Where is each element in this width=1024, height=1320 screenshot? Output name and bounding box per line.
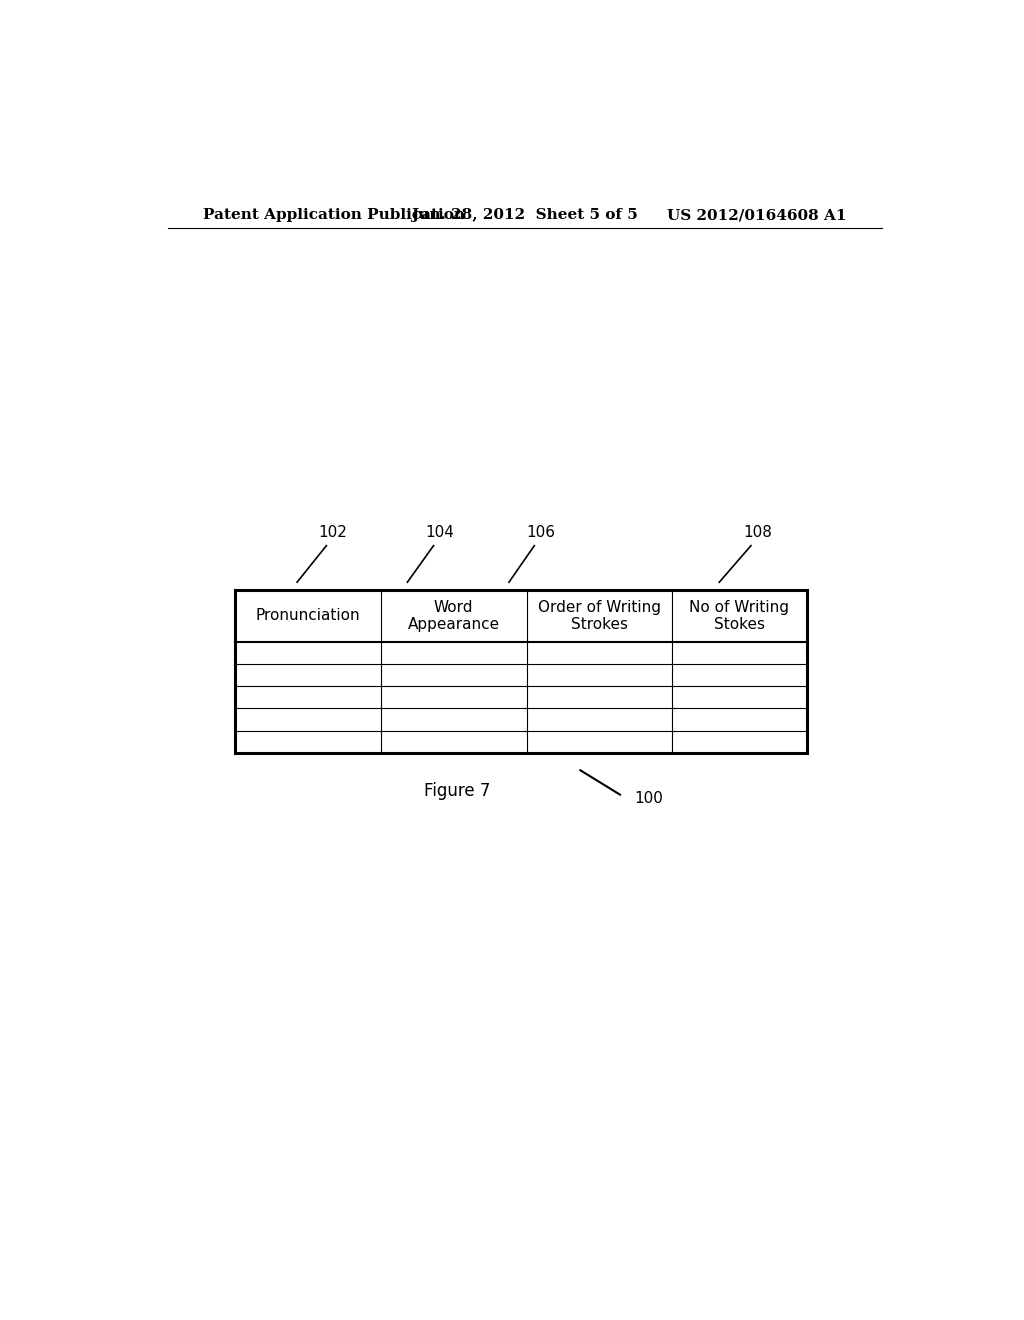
Text: Word
Appearance: Word Appearance [408, 599, 500, 632]
Text: Figure 7: Figure 7 [424, 781, 490, 800]
Text: 106: 106 [526, 524, 555, 540]
Bar [236, 590, 807, 752]
Text: Order of Writing
Strokes: Order of Writing Strokes [538, 599, 660, 632]
Text: 102: 102 [318, 524, 347, 540]
Text: 104: 104 [425, 524, 455, 540]
Text: Patent Application Publication: Patent Application Publication [204, 209, 465, 222]
Text: US 2012/0164608 A1: US 2012/0164608 A1 [667, 209, 846, 222]
Text: Jun. 28, 2012  Sheet 5 of 5: Jun. 28, 2012 Sheet 5 of 5 [412, 209, 638, 222]
Text: 108: 108 [742, 524, 772, 540]
Text: 100: 100 [634, 791, 664, 807]
Text: Pronunciation: Pronunciation [256, 609, 360, 623]
Text: No of Writing
Stokes: No of Writing Stokes [689, 599, 790, 632]
